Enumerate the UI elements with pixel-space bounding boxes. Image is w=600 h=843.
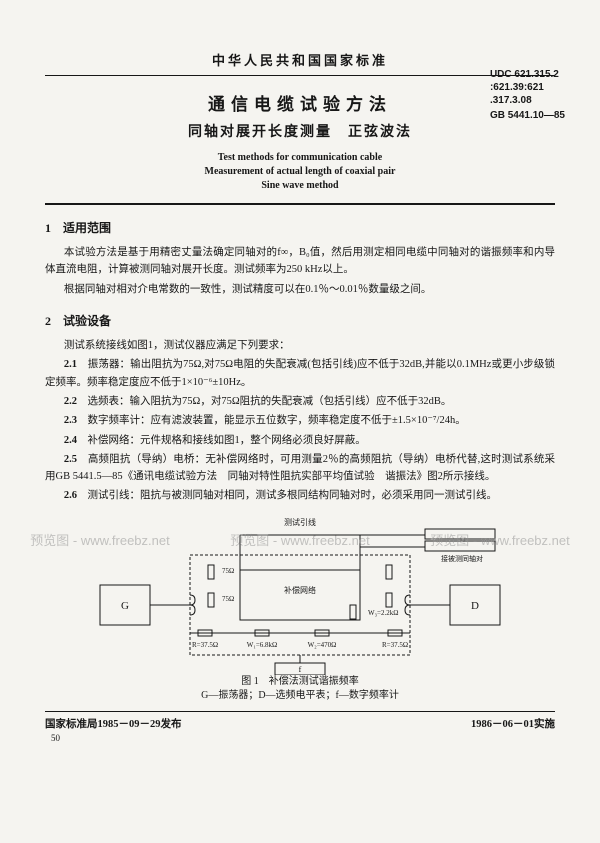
section-2-body: 测试系统接线如图1，测试仪器应满足下列要求： 2.1 振荡器：输出阻抗为75Ω,…	[45, 337, 555, 505]
en-line3: Sine wave method	[45, 179, 555, 193]
diag-right-label: 接被测同轴对	[441, 554, 483, 563]
header-block: 中华人民共和国国家标准 UDC 621.315.2 :621.39:621 .3…	[45, 50, 555, 205]
rule-thick	[45, 203, 555, 205]
section-2-head: 2 试验设备	[45, 312, 555, 329]
document-page: 中华人民共和国国家标准 UDC 621.315.2 :621.39:621 .3…	[0, 0, 600, 763]
diag-r4: R=37.5Ω	[382, 641, 408, 649]
diag-w3: W₃=2.2kΩ	[368, 609, 398, 617]
diag-w1: W₁=6.8kΩ	[247, 641, 277, 649]
diag-f-label: f	[299, 665, 302, 674]
title-sub: 同轴对展开长度测量 正弦波法	[45, 121, 555, 141]
diagram-figure: 测试引线 接被测同轴对 补偿网络 G D f	[90, 515, 510, 703]
diag-d-label: D	[471, 600, 479, 612]
title-main: 通信电缆试验方法	[45, 90, 555, 115]
s2-5-text: 高频阻抗（导纳）电桥：无补偿网络时，可用测量2％的高频阻抗（导纳）电桥代替,这时…	[45, 454, 555, 482]
caption-line1: 图 1 补偿法测试谐振频率	[90, 675, 510, 689]
s1-p2: 根据同轴对相对介电常数的一致性，测试精度可以在0.1％～0.01％数量级之间。	[45, 281, 555, 298]
rule-top	[45, 75, 555, 76]
country-title: 中华人民共和国国家标准	[45, 50, 555, 69]
s2-3-text: 数字频率计：应有滤波装置，能显示五位数字，频率稳定度不低于±1.5×10⁻⁷/2…	[88, 415, 466, 426]
section-1-head: 1 适用范围	[45, 219, 555, 236]
s2-3-num: 2.3	[64, 415, 77, 426]
std-code: GB 5441.10—85	[490, 109, 565, 122]
english-title: Test methods for communication cable Mea…	[45, 151, 555, 193]
footer-right: 1986－06－01实施	[471, 716, 555, 731]
s2-intro: 测试系统接线如图1，测试仪器应满足下列要求：	[45, 337, 555, 354]
diagram-caption: 图 1 补偿法测试谐振频率 G—振荡器；D—选频电平表；f—数字频率计	[90, 675, 510, 703]
footer-row: 国家标准局1985－09－29发布 1986－06－01实施	[45, 716, 555, 731]
diag-net-label: 补偿网络	[284, 585, 316, 595]
s2-1-num: 2.1	[64, 359, 77, 370]
s2-2-text: 选频表：输入阻抗为75Ω，对75Ω阻抗的失配衰减（包括引线）应不低于32dB。	[88, 396, 452, 407]
udc-line1: UDC 621.315.2	[490, 68, 565, 81]
diag-w2: W₂=470Ω	[308, 641, 337, 649]
section-1-body: 本试验方法是基于用精密丈量法确定同轴对的f∞，B₀值，然后用测定相同电缆中同轴对…	[45, 244, 555, 298]
udc-line2: :621.39:621	[490, 81, 565, 94]
diag-r1: 75Ω	[222, 567, 234, 575]
s2-6: 2.6 测试引线：阻抗与被测同轴对相同，测试多根同结构同轴对时，必须采用同一测试…	[45, 487, 555, 504]
s2-6-text: 测试引线：阻抗与被测同轴对相同，测试多根同结构同轴对时，必须采用同一测试引线。	[88, 490, 498, 501]
caption-line2: G—振荡器；D—选频电平表；f—数字频率计	[90, 689, 510, 703]
diag-g-label: G	[121, 600, 129, 612]
footer-rule	[45, 711, 555, 712]
s2-1-text: 振荡器：输出阻抗为75Ω,对75Ω电阻的失配衰减(包括引线)应不低于32dB,并…	[45, 359, 555, 387]
s2-4-text: 补偿网络：元件规格和接线如图1，整个网络必须良好屏蔽。	[88, 435, 366, 446]
udc-line3: .317.3.08	[490, 94, 565, 107]
s1-p1: 本试验方法是基于用精密丈量法确定同轴对的f∞，B₀值，然后用测定相同电缆中同轴对…	[45, 244, 555, 279]
footer-left: 国家标准局1985－09－29发布	[45, 716, 182, 731]
en-line1: Test methods for communication cable	[45, 151, 555, 165]
page-number: 50	[51, 733, 555, 743]
s2-2-num: 2.2	[64, 396, 77, 407]
diag-r2: 75Ω	[222, 595, 234, 603]
diag-r3: R=37.5Ω	[192, 641, 218, 649]
s2-3: 2.3 数字频率计：应有滤波装置，能显示五位数字，频率稳定度不低于±1.5×10…	[45, 412, 555, 429]
s2-6-num: 2.6	[64, 490, 77, 501]
udc-block: UDC 621.315.2 :621.39:621 .317.3.08 GB 5…	[490, 68, 565, 122]
diag-top-label: 测试引线	[284, 517, 316, 527]
circuit-diagram-svg: 测试引线 接被测同轴对 补偿网络 G D f	[90, 515, 510, 675]
s2-4: 2.4 补偿网络：元件规格和接线如图1，整个网络必须良好屏蔽。	[45, 432, 555, 449]
en-line2: Measurement of actual length of coaxial …	[45, 165, 555, 179]
s2-4-num: 2.4	[64, 435, 77, 446]
s2-1: 2.1 振荡器：输出阻抗为75Ω,对75Ω电阻的失配衰减(包括引线)应不低于32…	[45, 356, 555, 391]
s2-5-num: 2.5	[64, 454, 77, 465]
s2-5: 2.5 高频阻抗（导纳）电桥：无补偿网络时，可用测量2％的高频阻抗（导纳）电桥代…	[45, 451, 555, 486]
s2-2: 2.2 选频表：输入阻抗为75Ω，对75Ω阻抗的失配衰减（包括引线）应不低于32…	[45, 393, 555, 410]
